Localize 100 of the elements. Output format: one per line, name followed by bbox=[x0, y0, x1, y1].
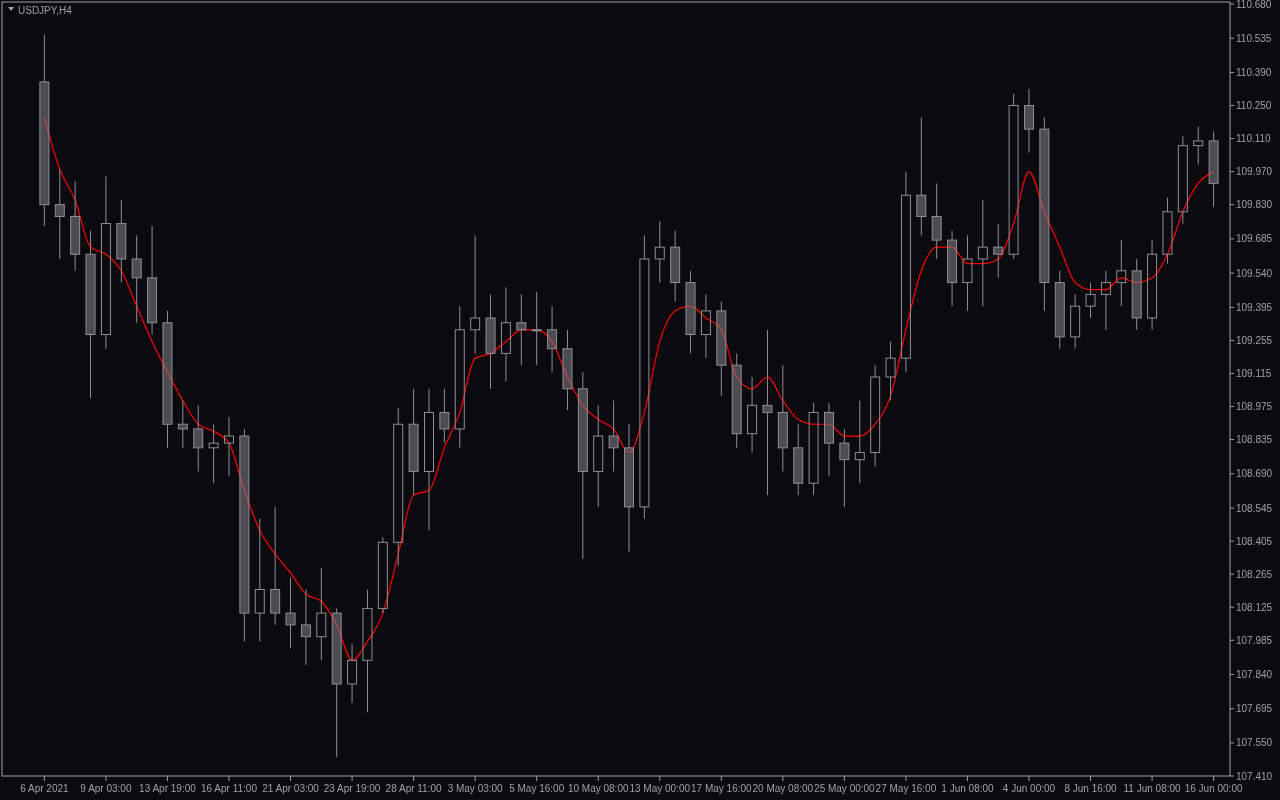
candlestick bbox=[870, 364, 881, 468]
x-tick-label: 9 Apr 03:00 bbox=[80, 783, 132, 794]
y-tick-label: 109.115 bbox=[1236, 367, 1272, 379]
candlestick bbox=[54, 168, 65, 260]
x-tick-label: 13 Apr 19:00 bbox=[139, 783, 197, 794]
y-tick-label: 110.390 bbox=[1236, 66, 1272, 78]
candlestick bbox=[254, 518, 265, 642]
x-tick-label: 8 Jun 16:00 bbox=[1064, 783, 1118, 794]
y-tick-label: 108.405 bbox=[1236, 535, 1273, 547]
candlestick bbox=[547, 305, 558, 373]
candlestick bbox=[147, 225, 158, 336]
candlestick bbox=[1085, 282, 1096, 319]
candlestick bbox=[1100, 270, 1111, 331]
candlestick bbox=[793, 423, 804, 496]
candlestick bbox=[1070, 293, 1081, 350]
candlestick bbox=[347, 643, 358, 704]
y-tick-label: 108.125 bbox=[1236, 601, 1273, 613]
candlestick bbox=[824, 402, 834, 477]
candlestick bbox=[639, 234, 650, 520]
candlestick bbox=[1208, 130, 1219, 208]
x-tick-label: 5 May 16:00 bbox=[509, 783, 565, 794]
candlestick bbox=[362, 588, 373, 713]
candlestick bbox=[685, 270, 696, 354]
candlestick bbox=[116, 199, 127, 284]
y-tick-label: 108.975 bbox=[1236, 401, 1273, 413]
x-tick-label: 3 May 03:00 bbox=[447, 783, 504, 794]
line-series bbox=[43, 116, 1215, 661]
candlestick bbox=[777, 364, 788, 472]
candlestick bbox=[716, 300, 727, 397]
y-tick-label: 110.110 bbox=[1236, 133, 1272, 145]
x-tick-label: 16 Apr 11:00 bbox=[201, 783, 258, 794]
candlestick bbox=[162, 310, 173, 449]
y-tick-label: 109.255 bbox=[1236, 334, 1273, 346]
x-tick-label: 10 May 08:00 bbox=[567, 783, 629, 794]
candlestick bbox=[424, 388, 434, 531]
candlestick bbox=[747, 376, 758, 454]
chart-title: USDJPY,H4 bbox=[18, 5, 73, 16]
candlestick bbox=[1147, 239, 1158, 331]
x-tick-label: 1 Jun 08:00 bbox=[941, 783, 995, 794]
candlestick bbox=[500, 286, 511, 383]
y-tick-label: 109.970 bbox=[1236, 166, 1273, 178]
candlestick bbox=[239, 428, 250, 642]
candlestick bbox=[393, 407, 404, 567]
candlestick bbox=[900, 171, 911, 373]
y-tick-label: 107.410 bbox=[1236, 770, 1273, 782]
candlestick bbox=[670, 230, 681, 302]
candlestick bbox=[1039, 116, 1050, 312]
x-tick-label: 20 May 08:00 bbox=[752, 783, 814, 794]
candlestick bbox=[100, 175, 111, 350]
candlestick bbox=[85, 230, 96, 399]
x-tick-label: 28 Apr 11:00 bbox=[385, 783, 443, 794]
candlestick bbox=[808, 402, 819, 496]
y-tick-label: 108.835 bbox=[1236, 434, 1273, 446]
candlestick bbox=[485, 293, 496, 390]
y-tick-label: 108.545 bbox=[1236, 502, 1273, 514]
candlestick bbox=[531, 291, 542, 366]
x-tick-label: 23 Apr 19:00 bbox=[323, 783, 381, 794]
candlestick bbox=[1131, 258, 1142, 331]
y-tick-label: 107.550 bbox=[1236, 737, 1273, 749]
candlestick bbox=[608, 400, 619, 472]
candlestick bbox=[470, 234, 481, 354]
candlestick bbox=[839, 428, 850, 508]
candlestick bbox=[562, 329, 573, 411]
x-tick-label: 17 May 16:00 bbox=[691, 783, 753, 794]
x-tick-label: 4 Jun 00:00 bbox=[1002, 783, 1056, 794]
x-tick-label: 13 May 00:00 bbox=[629, 783, 691, 794]
x-tick-label: 27 May 16:00 bbox=[875, 783, 937, 794]
candlestick bbox=[977, 199, 988, 307]
candlestick bbox=[1116, 239, 1127, 307]
candlestick bbox=[70, 180, 81, 272]
y-tick-label: 109.685 bbox=[1236, 233, 1273, 245]
candlestick bbox=[931, 182, 942, 260]
candlestick bbox=[454, 305, 465, 449]
candlestick bbox=[577, 371, 588, 560]
y-tick-label: 108.690 bbox=[1236, 468, 1273, 480]
candlestick bbox=[316, 567, 327, 661]
candlestick bbox=[193, 404, 204, 472]
candlestick bbox=[1054, 270, 1065, 350]
candlestick bbox=[593, 404, 604, 508]
candlestick bbox=[1024, 88, 1034, 154]
y-tick-label: 110.250 bbox=[1236, 100, 1272, 112]
candlestick bbox=[762, 329, 773, 496]
candlestick bbox=[331, 607, 342, 758]
candlestick bbox=[700, 293, 711, 359]
x-tick-label: 25 May 00:00 bbox=[814, 783, 876, 794]
y-tick-label: 107.840 bbox=[1236, 668, 1273, 680]
x-tick-label: 16 Jun 00:00 bbox=[1184, 783, 1243, 794]
y-tick-label: 110.680 bbox=[1236, 0, 1272, 10]
candlestick bbox=[285, 577, 296, 650]
candlestick bbox=[177, 400, 188, 449]
candlestick bbox=[39, 34, 50, 227]
candlestick bbox=[408, 388, 419, 496]
y-tick-label: 108.265 bbox=[1236, 568, 1273, 580]
y-tick-label: 107.695 bbox=[1236, 703, 1273, 715]
candlestick bbox=[654, 220, 665, 284]
candlestick bbox=[208, 423, 219, 484]
candlestick bbox=[224, 416, 234, 477]
candlestick bbox=[439, 388, 450, 444]
x-tick-label: 11 Jun 08:00 bbox=[1123, 783, 1182, 794]
candlestick bbox=[131, 234, 142, 324]
